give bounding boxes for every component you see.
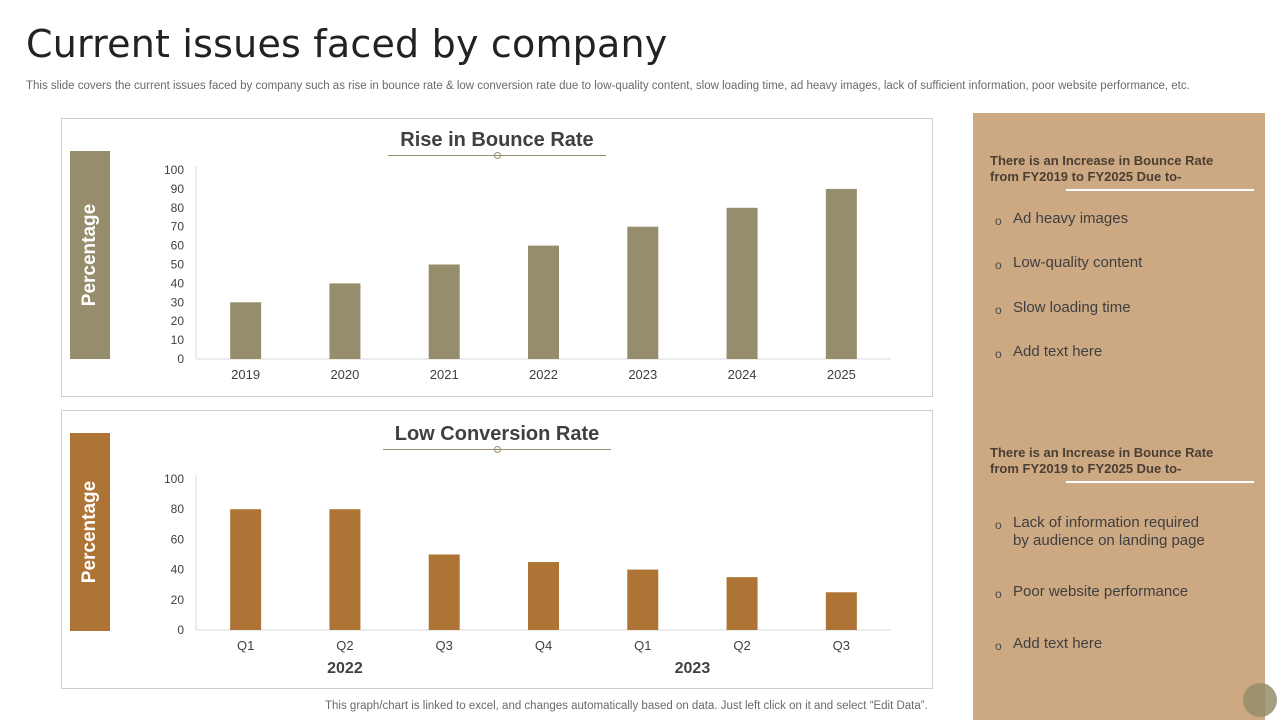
bar[interactable] (428, 264, 460, 360)
bar[interactable] (428, 554, 460, 631)
divider (1066, 189, 1254, 191)
y-axis-label-box: Percentage (70, 433, 110, 631)
issues-side-panel: There is an Increase in Bounce Rate from… (973, 113, 1265, 720)
chart-title-text: Rise in Bounce Rate (388, 129, 607, 159)
decorative-circle (1243, 683, 1277, 717)
divider (1066, 481, 1254, 483)
x-group-label: 2023 (675, 660, 711, 677)
bounce-rate-bar-chart[interactable]: 0 10 20 30 40 50 60 70 80 90 100 2019 2020 2021 2022 20… (62, 119, 932, 396)
bar[interactable] (528, 562, 559, 630)
x-tick-label: Q2 (733, 638, 750, 653)
bar[interactable] (825, 188, 857, 359)
y-tick-label: 50 (171, 258, 185, 272)
chart-title: Rise in Bounce Rate (62, 129, 932, 159)
y-tick-label: 60 (171, 532, 185, 546)
y-tick-label: 20 (171, 314, 185, 328)
x-tick-label: Q2 (336, 638, 353, 653)
x-tick-label: Q3 (436, 638, 453, 653)
x-tick-label: Q3 (833, 638, 850, 653)
bar[interactable] (230, 509, 262, 630)
y-tick-label: 80 (171, 502, 185, 516)
y-tick-label: 0 (177, 623, 184, 637)
x-tick-label: 2023 (628, 367, 657, 382)
y-tick-label: 70 (171, 220, 185, 234)
list-item: Low-quality content (995, 254, 1243, 274)
y-tick-label: 20 (171, 593, 185, 607)
list-item: Poor website performance (995, 583, 1243, 603)
conversion-rate-chart-panel[interactable]: Percentage Low Conversion Rate 0 20 40 60 80… (61, 410, 933, 689)
bar[interactable] (825, 592, 857, 630)
list-item: Add text here (995, 343, 1243, 363)
chart-title-text: Low Conversion Rate (382, 423, 612, 453)
x-tick-label: 2021 (430, 367, 459, 382)
x-tick-label: 2022 (529, 367, 558, 382)
bar[interactable] (528, 245, 559, 359)
bar[interactable] (627, 569, 659, 630)
x-tick-label: Q4 (535, 638, 552, 653)
list-item: Ad heavy images (995, 210, 1243, 230)
x-group-label: 2022 (327, 660, 363, 677)
excel-link-note: This graph/chart is linked to excel, and… (325, 700, 928, 712)
y-tick-label: 10 (171, 333, 185, 347)
page-title: Current issues faced by company (26, 22, 668, 66)
bounce-rate-chart-panel[interactable]: Percentage Rise in Bounce Rate 0 10 20 30 40… (61, 118, 933, 397)
y-tick-label: 40 (171, 563, 185, 577)
bar[interactable] (726, 207, 758, 359)
list-item: Slow loading time (995, 299, 1243, 319)
y-tick-label: 100 (164, 163, 184, 177)
x-tick-label: Q1 (634, 638, 651, 653)
y-tick-label: 0 (177, 352, 184, 366)
y-tick-label: 40 (171, 276, 185, 290)
y-tick-label: 80 (171, 201, 185, 215)
list-item: Lack of information required by audience… (995, 514, 1213, 550)
bar[interactable] (726, 577, 758, 630)
x-tick-label: 2019 (231, 367, 260, 382)
section-heading: There is an Increase in Bounce Rate from… (990, 153, 1214, 184)
y-tick-label: 60 (171, 239, 185, 253)
x-tick-label: 2020 (330, 367, 359, 382)
y-tick-label: 90 (171, 182, 185, 196)
bar[interactable] (230, 302, 262, 359)
conversion-rate-bar-chart[interactable]: 0 20 40 60 80 100 Q1 Q2 Q3 Q4 Q1 Q2 Q3 2022 2023 (62, 411, 932, 688)
x-tick-label: 2025 (827, 367, 856, 382)
y-tick-label: 30 (171, 295, 185, 309)
list-item: Add text here (995, 635, 1243, 655)
x-tick-label: 2024 (728, 367, 757, 382)
x-tick-label: Q1 (237, 638, 254, 653)
y-tick-label: 100 (164, 472, 184, 486)
chart-title: Low Conversion Rate (62, 423, 932, 453)
bar[interactable] (627, 226, 659, 359)
y-axis-label-box: Percentage (70, 151, 110, 359)
bar[interactable] (329, 283, 361, 359)
page-subtitle: This slide covers the current issues fac… (26, 80, 1190, 92)
bar[interactable] (329, 509, 361, 630)
section-heading: There is an Increase in Bounce Rate from… (990, 445, 1214, 476)
